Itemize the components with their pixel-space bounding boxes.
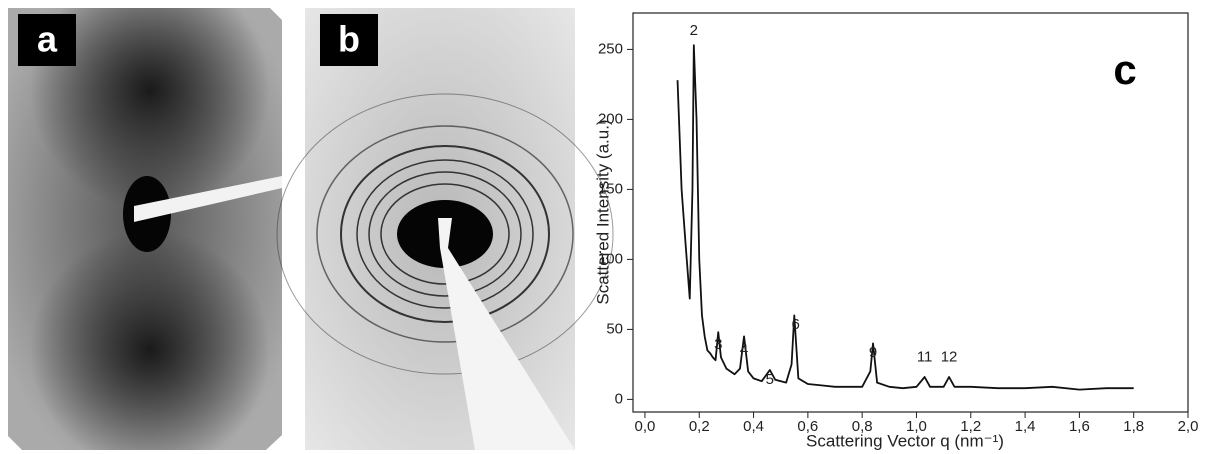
y-tick-label: 50 bbox=[606, 320, 623, 337]
x-tick-label: 1,0 bbox=[906, 418, 927, 435]
x-tick-label: 2,0 bbox=[1178, 418, 1199, 435]
x-tick-label: 0,8 bbox=[852, 418, 873, 435]
data-line bbox=[676, 44, 1134, 391]
x-axis-title: Scattering Vector q (nm⁻¹) bbox=[806, 431, 1004, 450]
y-axis-title: Scattered Intensity (a.u.) bbox=[593, 119, 612, 304]
peak-label: 11 bbox=[917, 348, 933, 365]
plot-frame bbox=[632, 12, 1189, 413]
peak-label: 6 bbox=[791, 316, 799, 333]
peak-label: 5 bbox=[766, 371, 774, 388]
peak-label: 2 bbox=[690, 22, 698, 39]
y-tick-label: 0 bbox=[615, 390, 623, 407]
x-tick-label: 1,8 bbox=[1123, 418, 1144, 435]
x-tick-label: 0,6 bbox=[797, 418, 818, 435]
panel-label: b bbox=[338, 19, 360, 60]
peak-label: 12 bbox=[941, 348, 958, 365]
y-tick-label: 100 bbox=[598, 250, 623, 267]
panel-label: c bbox=[1113, 46, 1136, 93]
x-tick-label: 1,2 bbox=[960, 418, 981, 435]
x-tick-label: 0,0 bbox=[635, 418, 656, 435]
peak-label: 4 bbox=[740, 341, 748, 358]
panel-label-box bbox=[18, 14, 76, 66]
panel-label-box bbox=[1092, 40, 1158, 102]
y-tick-label: 250 bbox=[598, 40, 623, 57]
panel-label-box bbox=[320, 14, 378, 66]
panel-b-image bbox=[276, 8, 614, 450]
x-tick-label: 1,4 bbox=[1015, 418, 1036, 435]
peak-label: 3 bbox=[714, 336, 722, 353]
panel-label: a bbox=[37, 19, 58, 60]
peak-label: 9 bbox=[869, 344, 877, 361]
y-tick-label: 200 bbox=[598, 110, 623, 127]
x-tick-label: 0,4 bbox=[743, 418, 764, 435]
y-tick-label: 150 bbox=[598, 180, 623, 197]
x-tick-label: 1,6 bbox=[1069, 418, 1090, 435]
panel-a-image bbox=[8, 8, 282, 450]
x-tick-label: 0,2 bbox=[689, 418, 710, 435]
